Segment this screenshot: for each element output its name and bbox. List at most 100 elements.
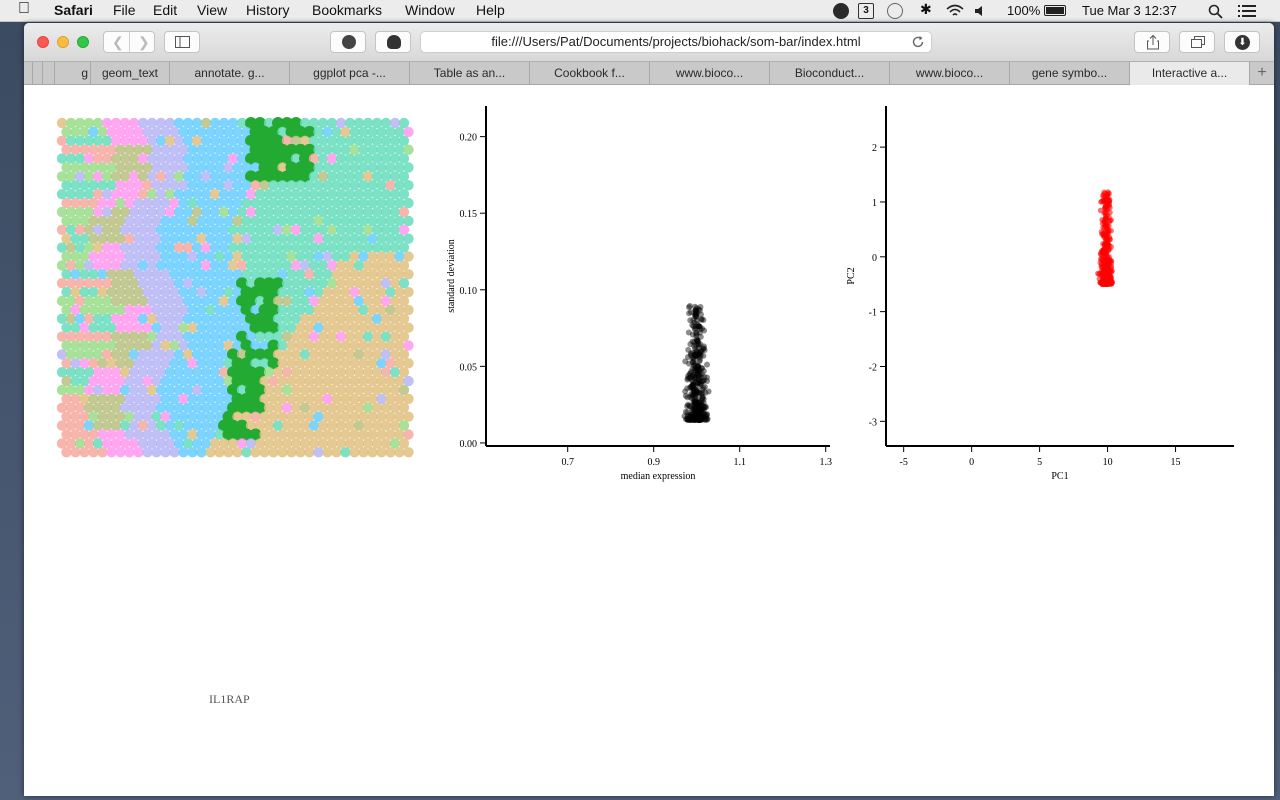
- data-point[interactable]: [699, 378, 706, 385]
- som-node[interactable]: [398, 242, 410, 253]
- som-node[interactable]: [317, 153, 329, 164]
- som-node[interactable]: [317, 224, 329, 235]
- som-node[interactable]: [367, 411, 378, 422]
- data-point[interactable]: [697, 378, 704, 385]
- som-node[interactable]: [164, 420, 176, 431]
- som-node[interactable]: [353, 171, 365, 182]
- som-node[interactable]: [110, 260, 122, 271]
- som-node[interactable]: [119, 438, 131, 449]
- som-node[interactable]: [403, 251, 414, 262]
- data-point[interactable]: [690, 372, 697, 379]
- som-node[interactable]: [182, 331, 194, 342]
- som-node[interactable]: [218, 224, 230, 235]
- som-node[interactable]: [322, 251, 333, 262]
- data-point[interactable]: [687, 403, 694, 410]
- som-node[interactable]: [295, 251, 306, 262]
- som-node[interactable]: [196, 286, 207, 298]
- som-node-highlighted[interactable]: [245, 134, 257, 147]
- som-node[interactable]: [290, 189, 302, 200]
- som-node[interactable]: [349, 162, 360, 173]
- som-node[interactable]: [236, 135, 248, 146]
- data-point[interactable]: [693, 342, 700, 349]
- som-node[interactable]: [218, 402, 230, 413]
- som-node[interactable]: [182, 135, 194, 146]
- som-node[interactable]: [173, 260, 185, 271]
- data-point[interactable]: [700, 317, 707, 324]
- data-point[interactable]: [687, 416, 694, 423]
- data-point[interactable]: [695, 363, 702, 370]
- data-point[interactable]: [697, 352, 704, 359]
- data-point[interactable]: [693, 352, 700, 359]
- som-node[interactable]: [344, 189, 356, 200]
- som-node[interactable]: [169, 340, 180, 351]
- som-node[interactable]: [331, 180, 342, 191]
- som-node[interactable]: [155, 295, 167, 307]
- data-point[interactable]: [696, 416, 703, 423]
- som-node-highlighted[interactable]: [227, 384, 239, 396]
- som-node[interactable]: [187, 197, 198, 209]
- som-node[interactable]: [322, 144, 333, 155]
- som-node[interactable]: [272, 189, 284, 200]
- som-node[interactable]: [295, 429, 306, 440]
- som-node[interactable]: [335, 331, 347, 342]
- data-point[interactable]: [693, 400, 700, 407]
- som-node[interactable]: [65, 384, 77, 396]
- extension-button[interactable]: [330, 31, 366, 53]
- som-node-highlighted[interactable]: [227, 419, 239, 432]
- data-point[interactable]: [695, 341, 702, 348]
- data-point[interactable]: [694, 410, 701, 417]
- som-node[interactable]: [394, 286, 405, 298]
- som-node[interactable]: [340, 393, 351, 405]
- som-node[interactable]: [331, 215, 342, 227]
- som-node[interactable]: [214, 162, 225, 173]
- som-node[interactable]: [178, 411, 189, 422]
- som-node[interactable]: [61, 411, 72, 422]
- forward-icon[interactable]: ❯: [138, 34, 150, 50]
- som-node[interactable]: [191, 224, 203, 235]
- som-node[interactable]: [344, 349, 356, 360]
- som-node[interactable]: [173, 117, 185, 129]
- som-node[interactable]: [160, 393, 171, 405]
- som-node[interactable]: [358, 340, 369, 351]
- som-node[interactable]: [110, 153, 122, 164]
- som-node[interactable]: [115, 269, 126, 280]
- data-point[interactable]: [693, 388, 700, 395]
- som-node[interactable]: [232, 144, 243, 155]
- som-node[interactable]: [200, 278, 212, 289]
- som-node[interactable]: [389, 438, 401, 449]
- som-node[interactable]: [146, 171, 158, 182]
- som-node[interactable]: [173, 402, 185, 413]
- som-node[interactable]: [403, 340, 414, 351]
- som-node[interactable]: [110, 171, 122, 182]
- som-node[interactable]: [187, 358, 198, 369]
- data-point[interactable]: [688, 412, 695, 419]
- som-node[interactable]: [367, 447, 378, 458]
- data-point[interactable]: [698, 347, 705, 354]
- som-node[interactable]: [394, 322, 405, 333]
- data-point[interactable]: [686, 304, 693, 311]
- data-point[interactable]: [690, 381, 697, 388]
- som-node[interactable]: [115, 411, 126, 422]
- som-node[interactable]: [398, 420, 410, 431]
- som-node[interactable]: [376, 197, 387, 209]
- som-node[interactable]: [308, 242, 320, 253]
- som-node[interactable]: [367, 269, 378, 280]
- som-node[interactable]: [349, 393, 360, 405]
- data-point[interactable]: [692, 311, 699, 318]
- som-node[interactable]: [61, 233, 72, 244]
- data-point[interactable]: [689, 378, 696, 385]
- som-node[interactable]: [124, 233, 135, 244]
- new-tab-plus-icon[interactable]: +: [1249, 62, 1274, 85]
- som-node-highlighted[interactable]: [263, 152, 275, 165]
- som-node[interactable]: [115, 304, 126, 316]
- som-node[interactable]: [403, 162, 414, 173]
- som-node[interactable]: [232, 215, 243, 227]
- som-node[interactable]: [236, 224, 248, 235]
- som-node[interactable]: [295, 197, 306, 209]
- som-node[interactable]: [389, 349, 401, 360]
- data-point[interactable]: [693, 386, 700, 393]
- data-point[interactable]: [685, 416, 692, 423]
- som-node[interactable]: [106, 286, 117, 298]
- som-node[interactable]: [142, 340, 153, 351]
- som-node[interactable]: [308, 189, 320, 200]
